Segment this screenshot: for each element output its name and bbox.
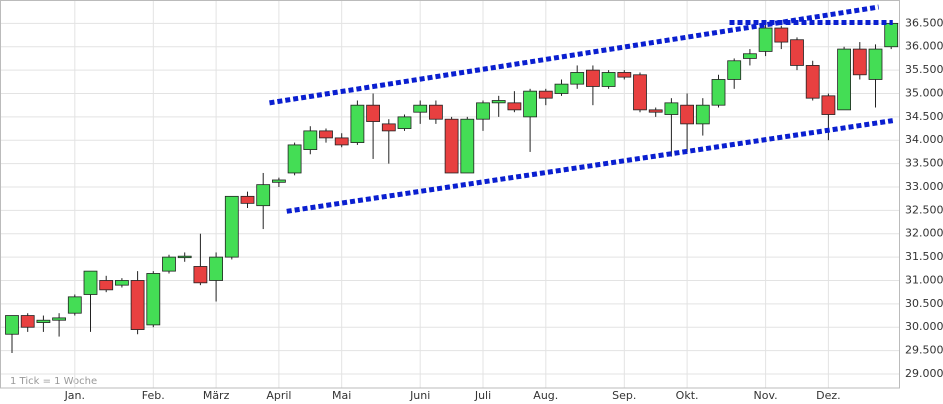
candle-body [67,296,82,314]
x-tick-label: Feb. [142,389,165,402]
candle-body [790,39,804,66]
candle-body [554,83,569,94]
candle-body [350,104,365,143]
candle-body [821,95,836,115]
y-tick-label: 32.000 [905,227,943,240]
x-tick-label: Mai [332,389,351,402]
candle-body [83,270,98,295]
x-tick-label: Dez. [816,389,841,402]
x-tick-label: Sep. [612,389,636,402]
y-tick-label: 36.000 [905,40,943,53]
y-tick-label: 31.000 [905,273,943,286]
x-tick-label: Nov. [754,389,778,402]
y-tick-label: 35.500 [905,63,943,76]
plot-border [0,0,900,389]
y-tick-label: 36.500 [905,16,943,29]
candle-body [774,27,789,43]
y-tick-label: 33.000 [905,180,943,193]
note: 1 Tick = 1 Woche [10,376,97,387]
candle-body [743,53,757,59]
candle-body [727,60,742,80]
candle-body [805,65,820,99]
y-tick-label: 29.000 [905,367,943,380]
candle-body [287,144,302,174]
x-tick-label: Jan. [64,389,85,402]
candle-body [507,102,522,111]
trend-line [286,118,894,214]
y-tick-label: 31.500 [905,250,943,263]
candle-body [868,48,883,80]
candle-body [428,104,443,120]
candle-body [319,130,333,139]
candle-body [303,130,318,150]
candle-body [99,280,114,291]
x-tick-label: Okt. [676,389,699,402]
candle-body [570,72,585,85]
x-tick-label: April [266,389,291,402]
candle-body [460,118,475,174]
candle-body [586,69,600,87]
y-tick-label: 29.500 [905,344,943,357]
candle-body [648,109,663,113]
candle-body [115,280,129,286]
trend-line [269,4,880,106]
candle-body [852,48,867,76]
y-tick-label: 30.500 [905,297,943,310]
candle-body [397,116,412,129]
y-tick-label: 35.000 [905,86,943,99]
y-tick-label: 34.000 [905,133,943,146]
y-tick-label: 33.500 [905,157,943,170]
candle-body [633,74,647,111]
candle-body [617,72,632,78]
x-tick-label: Juli [474,389,491,402]
candle-body [146,273,161,326]
candle-body [366,104,381,122]
x-tick-label: März [203,389,230,402]
candle-body [680,104,694,125]
candle-body [664,102,679,115]
candle-body [177,255,192,259]
candle-body [491,100,506,104]
y-tick-label: 30.000 [905,320,943,333]
candle-body [601,72,616,87]
candle-body [240,195,255,204]
candle-body [36,319,51,323]
candle-body [193,266,208,284]
candle-body [444,118,459,174]
candle-body [52,317,66,321]
candle-body [413,104,428,113]
x-tick-label: Aug. [533,389,558,402]
candle-body [523,90,537,118]
candle-body [538,90,553,99]
candle-body [381,123,396,132]
y-tick-label: 32.500 [905,203,943,216]
candle-body [224,195,239,258]
candle-body [162,256,176,272]
candle-body [20,315,35,328]
candle-body [334,137,349,146]
candle-body [758,27,773,52]
candle-body [271,179,286,183]
candle-body [695,104,710,125]
candle-body [476,102,490,120]
candle-body [837,48,851,111]
candle-body [711,79,726,106]
candle-body [209,256,224,281]
candle-body [256,184,271,207]
candle-body [884,22,899,48]
y-tick-label: 34.500 [905,110,943,123]
x-tick-label: Juni [409,389,430,402]
candle-body [130,280,145,330]
candle-body [5,315,19,335]
